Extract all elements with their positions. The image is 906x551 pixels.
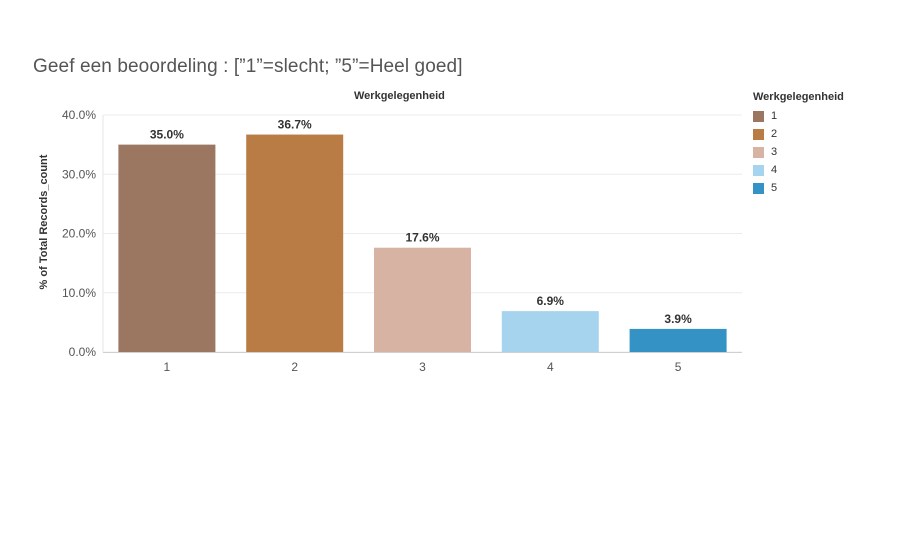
data-label: 3.9% [664, 312, 692, 326]
x-tick-label: 5 [675, 360, 682, 374]
y-tick-label: 20.0% [62, 227, 96, 241]
legend-item: 4 [753, 161, 844, 179]
data-label: 35.0% [150, 128, 184, 142]
legend-swatch [753, 128, 764, 140]
legend-swatch [753, 146, 764, 158]
page-title: Geef een beoordeling : [”1”=slecht; ”5”=… [33, 56, 463, 77]
legend-swatch [753, 164, 764, 176]
x-tick-label: 1 [164, 360, 171, 374]
bar [501, 311, 599, 352]
y-tick-label: 0.0% [69, 345, 97, 359]
bar [629, 328, 727, 352]
x-tick-label: 2 [291, 360, 298, 374]
legend-items: 1 2 3 4 5 [753, 107, 844, 197]
bar [374, 247, 471, 352]
legend-swatch [753, 110, 764, 122]
legend-item: 2 [753, 125, 844, 143]
legend-label: 3 [771, 146, 778, 158]
y-tick-label: 30.0% [62, 167, 96, 181]
y-tick-label: 40.0% [62, 108, 96, 122]
legend-title: Werkgelegenheid [753, 91, 844, 103]
chart-title: Werkgelegenheid [354, 90, 445, 102]
x-tick-label: 4 [547, 360, 554, 374]
bar [246, 134, 344, 352]
data-label: 6.9% [537, 294, 565, 308]
legend-label: 2 [771, 128, 778, 140]
legend-item: 5 [753, 179, 844, 197]
legend-label: 4 [771, 164, 778, 176]
legend-label: 1 [771, 110, 778, 122]
legend: Werkgelegenheid 1 2 3 4 5 [753, 91, 844, 197]
legend-label: 5 [771, 182, 778, 194]
legend-swatch [753, 182, 764, 194]
x-tick-label: 3 [419, 360, 426, 374]
data-label: 17.6% [405, 231, 439, 245]
y-tick-label: 10.0% [62, 286, 96, 300]
legend-item: 1 [753, 107, 844, 125]
bar [118, 144, 216, 352]
data-label: 36.7% [278, 118, 312, 132]
legend-item: 3 [753, 143, 844, 161]
